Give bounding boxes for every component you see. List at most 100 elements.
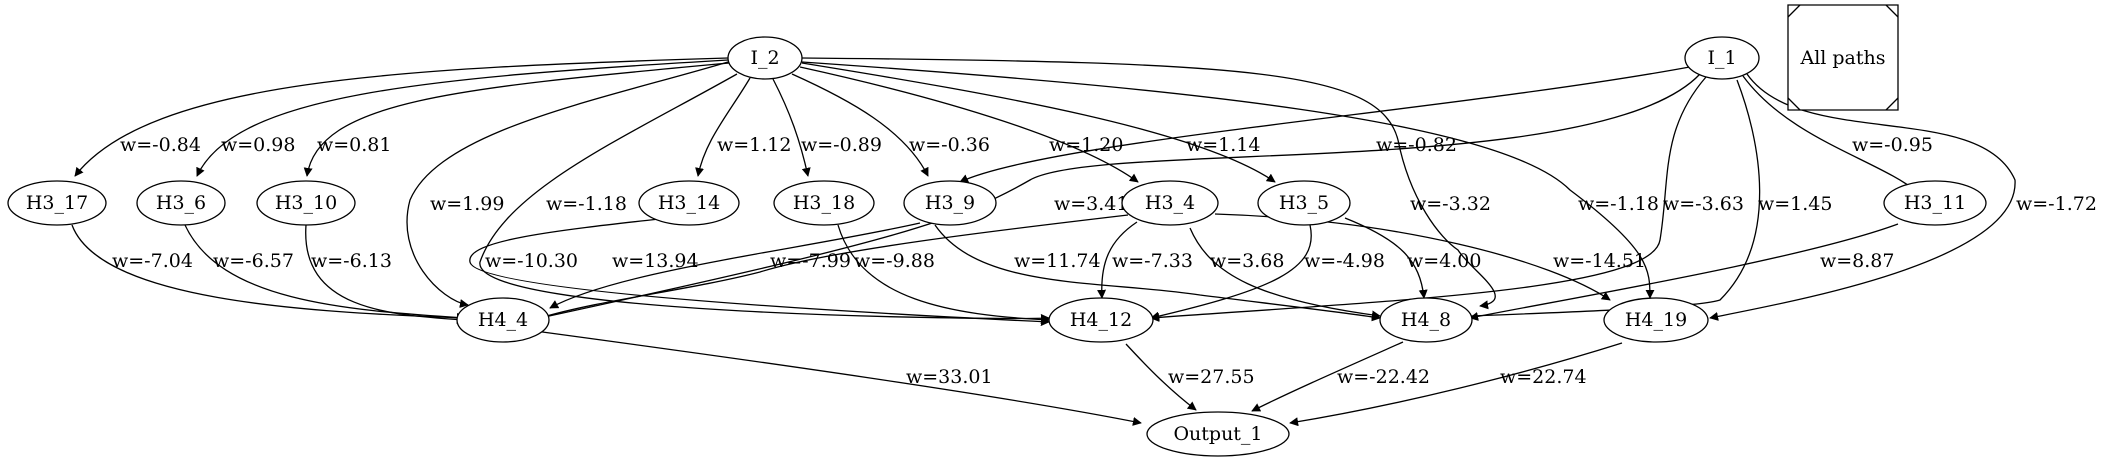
edge-h3-9-h4-8: w=11.74 bbox=[934, 224, 1381, 322]
edge-line bbox=[549, 222, 921, 309]
edge-h3-5-h4-12: w=-4.98 bbox=[1150, 224, 1385, 321]
node-ellipse bbox=[903, 180, 997, 226]
edge-label: w=1.12 bbox=[717, 134, 792, 156]
node-label: H3_10 bbox=[275, 192, 337, 214]
edge-line bbox=[1150, 76, 1707, 322]
node-ellipse bbox=[773, 180, 875, 226]
edge-line bbox=[196, 59, 729, 177]
edge-i2-h3-9: w=-0.36 bbox=[791, 73, 990, 177]
edge-line bbox=[1429, 79, 1761, 322]
node-label: I_1 bbox=[1707, 47, 1736, 69]
edge-line bbox=[837, 224, 1050, 325]
edge-label: w=22.74 bbox=[1500, 366, 1587, 388]
edge-line bbox=[539, 73, 1701, 321]
edge-i1-h3-9: w=-0.82 bbox=[959, 65, 1696, 183]
node-ellipse bbox=[256, 180, 356, 226]
edge-line bbox=[1344, 217, 1428, 299]
edge-h4-8-output: w=-22.42 bbox=[1251, 341, 1430, 412]
edge-label: w=-10.30 bbox=[485, 250, 578, 272]
edge-label: w=-0.36 bbox=[909, 134, 990, 156]
node-ellipse bbox=[456, 297, 550, 343]
edge-label: w=33.01 bbox=[906, 366, 993, 388]
edge-line bbox=[534, 330, 1142, 426]
node-ellipse bbox=[1121, 180, 1219, 226]
node-output-1: Output_1 bbox=[1146, 411, 1290, 457]
edge-line bbox=[406, 61, 729, 308]
node-label: H4_4 bbox=[478, 309, 528, 331]
edge-label: w=1.99 bbox=[430, 193, 505, 215]
edge-label: w=-3.32 bbox=[1410, 193, 1491, 215]
node-ellipse bbox=[1684, 36, 1760, 80]
node-ellipse bbox=[1048, 297, 1154, 343]
edge-h3-4-h4-12: w=-7.33 bbox=[1097, 221, 1193, 299]
edge-line bbox=[1150, 224, 1312, 321]
edge-label: w=-3.63 bbox=[1663, 193, 1744, 215]
node-i1: I_1 bbox=[1684, 36, 1760, 80]
edge-label: w=-1.18 bbox=[546, 193, 627, 215]
node-label: H3_14 bbox=[658, 192, 720, 214]
edge-line bbox=[1189, 227, 1381, 320]
edge-i2-h4-19: w=-1.18 bbox=[801, 61, 1659, 299]
node-ellipse bbox=[7, 180, 107, 226]
edge-line bbox=[934, 224, 1381, 322]
edge-h3-11-h4-8: w=8.87 bbox=[1469, 223, 1899, 321]
edge-label: w=-14.51 bbox=[1553, 250, 1646, 272]
edge-h4-4-output: w=33.01 bbox=[534, 330, 1142, 426]
edge-line bbox=[801, 57, 1496, 310]
edge-i1-h4-8: w=1.45 bbox=[1429, 79, 1833, 322]
edge-label: w=27.55 bbox=[1168, 366, 1255, 388]
edge-line bbox=[695, 77, 751, 177]
edge-i2-h3-17: w=-0.84 bbox=[74, 57, 729, 177]
node-h3-18: H3_18 bbox=[773, 180, 875, 226]
node-ellipse bbox=[1883, 180, 1987, 226]
edge-i2-h3-18: w=-0.89 bbox=[772, 78, 882, 177]
edge-i2-h3-5: w=1.14 bbox=[801, 62, 1276, 183]
node-h4-8: H4_8 bbox=[1379, 297, 1473, 343]
node-ellipse bbox=[1146, 411, 1290, 457]
node-i2: I_2 bbox=[727, 36, 803, 80]
edge-label: w=3.41 bbox=[1054, 193, 1129, 215]
edge-h4-12-output: w=27.55 bbox=[1125, 343, 1255, 411]
node-h4-4: H4_4 bbox=[456, 297, 550, 343]
node-ellipse bbox=[1379, 297, 1473, 343]
edge-label: w=-7.33 bbox=[1112, 250, 1193, 272]
edge-label: w=0.81 bbox=[317, 134, 392, 156]
edge-line bbox=[469, 217, 1050, 327]
edge-i2-h3-10: w=0.81 bbox=[303, 62, 730, 177]
edge-i1-h4-4: w=3.41 bbox=[539, 73, 1701, 321]
node-label: H3_17 bbox=[26, 192, 88, 214]
edge-line bbox=[801, 62, 1276, 183]
node-h4-19: H4_19 bbox=[1603, 297, 1709, 343]
node-label: H3_6 bbox=[156, 192, 206, 214]
edge-label: w=-1.72 bbox=[2016, 193, 2097, 215]
edge-i2-h3-14: w=1.12 bbox=[695, 77, 792, 177]
edge-line bbox=[305, 224, 466, 324]
edge-i1-h4-19: w=-1.72 bbox=[1709, 73, 2097, 321]
node-h3-10: H3_10 bbox=[256, 180, 356, 226]
edge-label: w=-9.88 bbox=[854, 250, 935, 272]
legend-label: All paths bbox=[1799, 47, 1885, 69]
node-ellipse bbox=[727, 36, 803, 80]
edge-line bbox=[1469, 223, 1899, 321]
edge-line bbox=[479, 73, 1050, 323]
edge-label: w=1.20 bbox=[1049, 134, 1124, 156]
edge-label: w=-0.82 bbox=[1376, 134, 1457, 156]
node-h3-9: H3_9 bbox=[903, 180, 997, 226]
node-label: H4_8 bbox=[1401, 309, 1451, 331]
edge-h4-19-output: w=22.74 bbox=[1289, 342, 1623, 427]
node-ellipse bbox=[136, 180, 226, 226]
edge-label: w=3.68 bbox=[1210, 250, 1285, 272]
edge-line bbox=[791, 73, 929, 177]
edge-h3-6-h4-4: w=-6.57 bbox=[184, 224, 466, 322]
edge-label: w=-1.18 bbox=[1578, 193, 1659, 215]
node-label: H3_18 bbox=[793, 192, 855, 214]
edge-label: w=11.74 bbox=[1014, 250, 1101, 272]
node-h3-11: H3_11 bbox=[1883, 180, 1987, 226]
edge-line bbox=[959, 65, 1696, 183]
edge-label: w=-22.42 bbox=[1337, 366, 1430, 388]
edge-label: w=-0.89 bbox=[801, 134, 882, 156]
edge-label: w=13.94 bbox=[612, 250, 699, 272]
edge-label: w=-0.84 bbox=[120, 134, 201, 156]
edge-line bbox=[801, 61, 1655, 299]
